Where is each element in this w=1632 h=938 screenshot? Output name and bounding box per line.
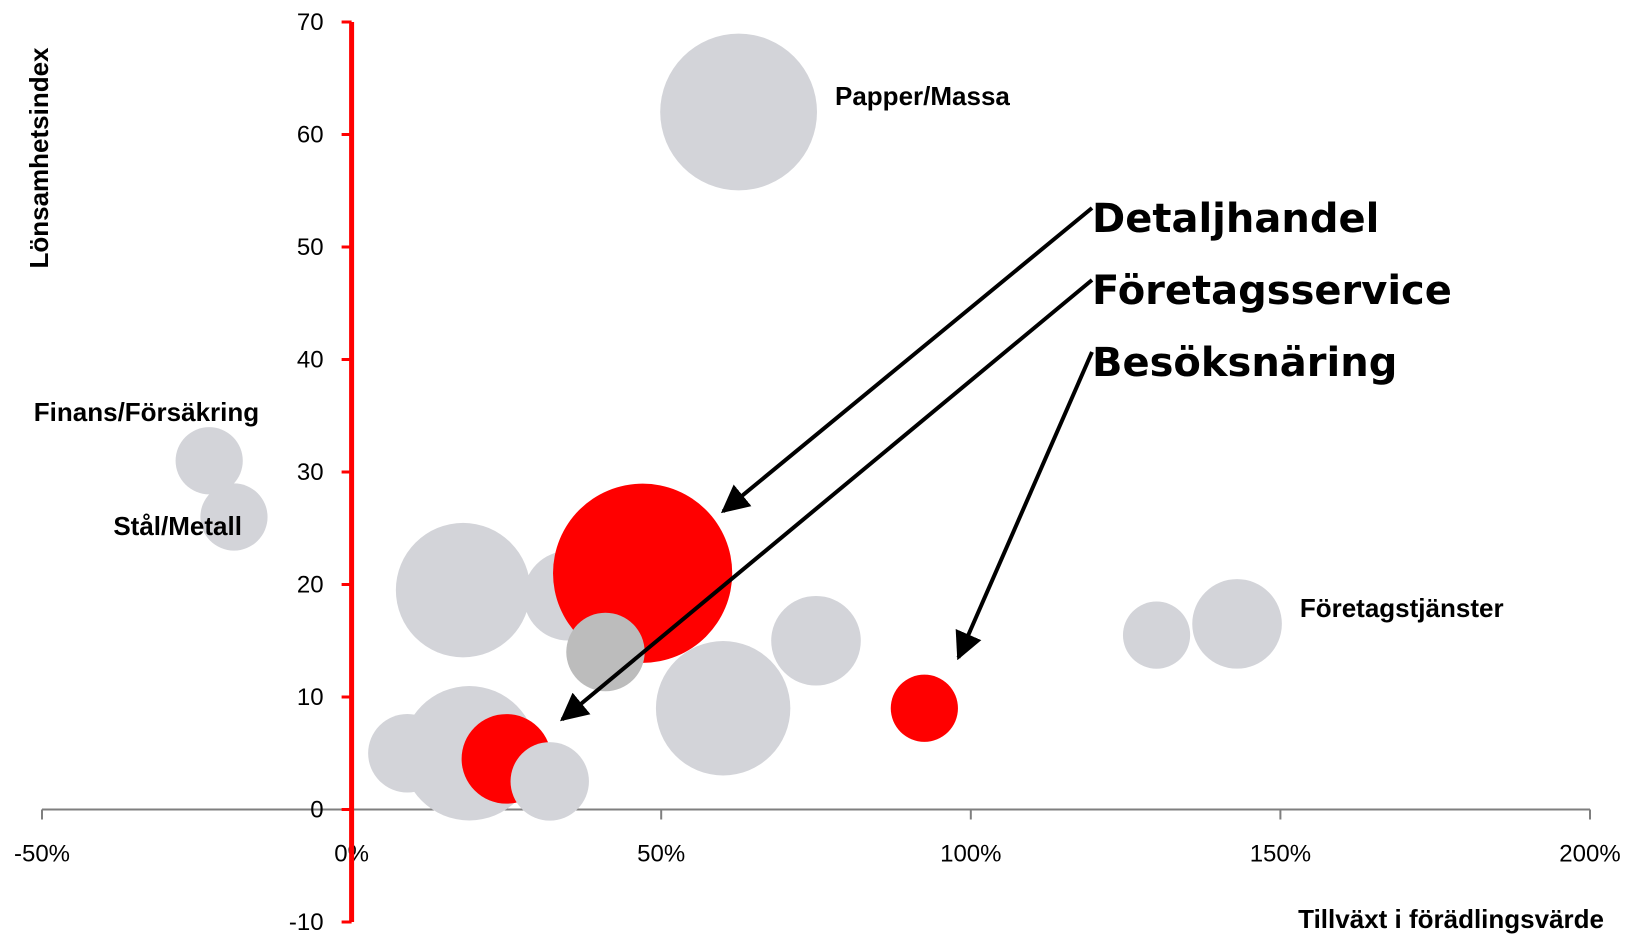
x-tick-label: 150% xyxy=(1250,841,1311,868)
y-axis-ticks: -10 0 10 20 30 40 50 60 70 xyxy=(289,9,352,936)
bubble-highlight xyxy=(890,674,958,742)
y-tick-label: 20 xyxy=(297,572,324,599)
callout-label: Detaljhandel xyxy=(1092,196,1379,242)
bubble xyxy=(655,641,791,776)
y-tick-label: 40 xyxy=(297,347,324,374)
bubble xyxy=(660,33,817,191)
bubble-label: Företagstjänster xyxy=(1300,593,1504,623)
bubble xyxy=(1122,601,1191,669)
x-tick-label: 50% xyxy=(637,841,685,868)
bubble xyxy=(395,522,531,658)
y-tick-label: -10 xyxy=(289,909,324,936)
y-tick-label: 0 xyxy=(310,797,323,824)
callouts: Detaljhandel Företagsservice Besöksnäring xyxy=(559,196,1452,722)
y-tick-label: 30 xyxy=(297,459,324,486)
callout-arrow xyxy=(720,206,1094,514)
bubble xyxy=(175,427,243,495)
x-tick-label: 100% xyxy=(940,841,1001,868)
x-axis-ticks: -50%0%50%100%150%200% xyxy=(14,809,1621,868)
bubble xyxy=(200,483,268,551)
bubble xyxy=(771,595,861,686)
callout-arrow xyxy=(955,351,1094,661)
x-tick-label: -50% xyxy=(14,841,70,868)
y-tick-label: 10 xyxy=(297,684,324,711)
bubble xyxy=(510,742,589,821)
x-tick-label: 200% xyxy=(1559,841,1620,868)
callout-label: Företagsservice xyxy=(1092,268,1452,314)
bubble-label: Finans/Försäkring xyxy=(34,397,259,427)
y-tick-label: 60 xyxy=(297,122,324,149)
bubble-label: Stål/Metall xyxy=(113,511,242,541)
bubble xyxy=(566,612,645,692)
bubbles xyxy=(175,33,1282,821)
bubble-labels: Papper/Massa Finans/Försäkring Stål/Metall… xyxy=(34,81,1504,623)
bubble xyxy=(1192,579,1282,669)
y-tick-label: 70 xyxy=(297,9,324,36)
bubble-label: Papper/Massa xyxy=(835,81,1010,111)
y-axis-title: Lönsamhetsindex xyxy=(24,47,54,269)
y-tick-label: 50 xyxy=(297,234,324,261)
x-axis-title: Tillväxt i förädlingsvärde xyxy=(1298,904,1604,934)
callout-label: Besöksnäring xyxy=(1092,340,1397,386)
callout-arrow xyxy=(559,278,1094,722)
